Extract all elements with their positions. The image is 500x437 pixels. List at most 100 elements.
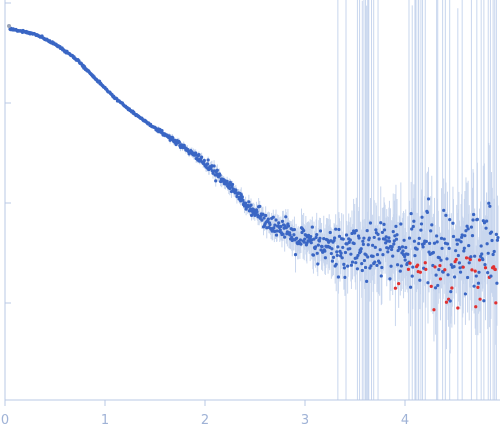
data-point [278,228,282,232]
data-point [486,271,490,275]
data-point [447,246,451,251]
data-point [264,213,268,218]
data-point [368,221,373,225]
data-point [471,212,476,217]
negative-data-point [473,269,477,273]
data-point [490,238,494,243]
data-point [387,236,391,240]
data-point [419,228,423,232]
data-point [274,233,279,237]
negative-data-point [474,305,478,309]
data-point [458,266,462,270]
data-point [171,136,175,140]
data-point [330,247,334,251]
data-point [488,204,492,208]
data-point [352,241,356,246]
negative-data-point [468,257,472,262]
negative-data-point [432,308,436,312]
data-point [452,275,457,279]
data-point [344,233,349,237]
data-point [391,229,395,234]
data-point [312,237,316,241]
data-point [202,158,206,163]
data-point [332,238,336,243]
data-point [330,259,335,263]
data-point [200,155,204,159]
data-point [299,242,303,246]
data-point [469,255,473,259]
data-point [339,251,343,255]
data-point [399,264,403,268]
data-point [318,229,323,233]
data-point [464,229,468,233]
data-point [341,245,345,250]
data-point [362,236,366,240]
data-point [288,233,292,237]
data-point [394,237,399,241]
data-point [212,164,216,168]
data-point [375,263,379,267]
data-point [401,249,405,253]
data-point [331,255,336,259]
data-point [239,192,243,197]
y-ticks-group [5,2,11,304]
negative-data-point [493,267,497,272]
data-point [380,265,384,270]
data-point [218,173,222,177]
data-point [452,265,456,269]
data-point [485,242,489,246]
data-point [442,237,446,241]
data-point [439,236,444,240]
data-point [350,231,354,236]
data-point [412,219,416,223]
data-point [268,222,272,227]
data-point [419,222,424,226]
data-point [353,231,357,235]
data-point [439,258,443,262]
data-point [388,277,392,281]
data-point [309,241,313,245]
x-tick-label-0: 0 [1,413,9,428]
data-point [253,213,257,217]
data-point [247,200,251,204]
data-point [309,234,313,239]
data-point [462,249,466,253]
data-point [361,242,365,246]
data-point [371,243,375,247]
data-point [417,236,421,240]
negative-data-point [450,286,454,290]
data-point [436,283,440,288]
data-point [241,198,245,202]
data-point [346,264,350,268]
data-point [465,224,469,228]
x-tick-label-4: 4 [401,413,409,428]
negative-data-point [416,263,420,267]
negative-data-point [478,297,482,301]
data-point [481,257,485,262]
data-point [392,242,396,246]
data-point [359,249,363,254]
data-point [329,251,333,256]
data-point [386,246,390,250]
data-point [275,229,279,233]
negative-data-point [443,268,447,272]
data-point [470,234,475,238]
negative-data-point [406,267,411,272]
data-point [225,179,229,183]
data-point [487,201,491,205]
data-point [311,253,316,257]
axes-group [4,0,500,401]
data-point [387,239,392,243]
data-point [457,261,462,265]
data-point [451,234,456,239]
data-point [286,224,291,228]
data-point [486,251,490,255]
data-point [342,266,346,270]
data-point [479,244,483,248]
data-point [230,182,235,187]
data-point [433,286,438,290]
data-point [361,239,365,243]
data-point [449,290,453,294]
data-point [337,227,341,232]
